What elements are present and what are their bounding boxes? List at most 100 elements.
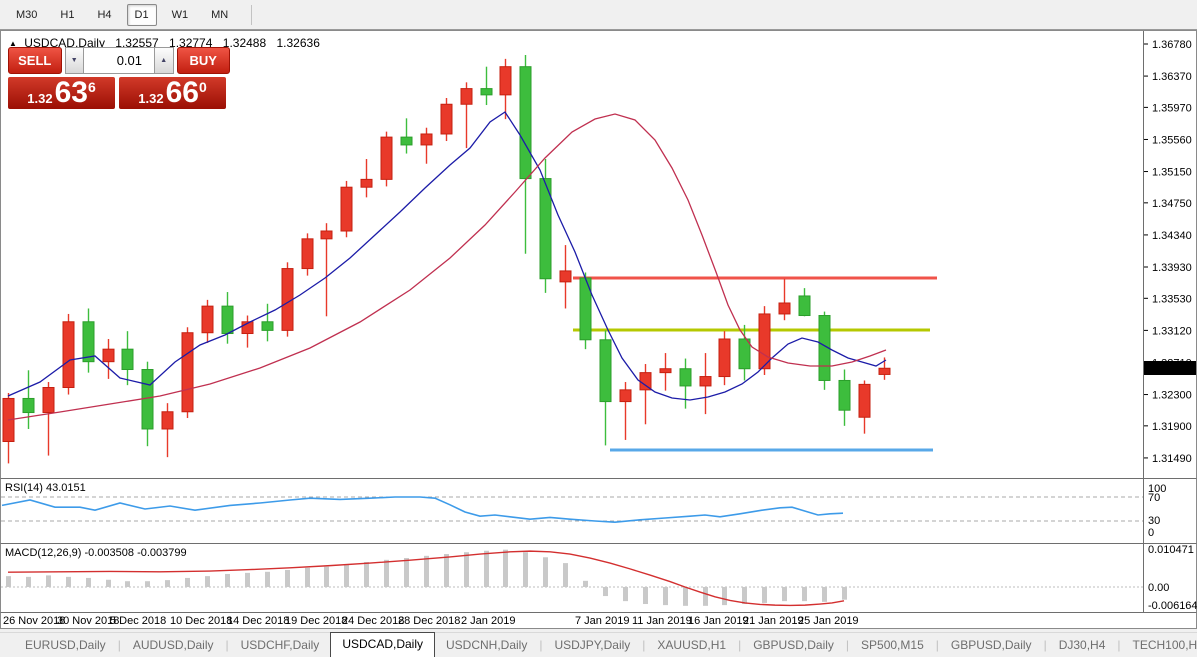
date-axis-label: 30 Nov 2018 [57,615,119,627]
ohlc-close: 1.32636 [276,36,320,50]
sell-price-prefix: 1.32 [27,91,53,106]
candle-body-39 [778,302,791,315]
chart-tab-sp500-m15[interactable]: SP500,M15 [861,638,924,652]
toolbar-separator [251,4,253,25]
price-axis-label: 1.35560 [1152,134,1192,146]
candle-body-33 [659,368,672,374]
date-axis-label: 10 Dec 2018 [170,615,232,627]
sell-price-box[interactable]: 1.32 63 6 [8,77,115,109]
candle-body-9 [181,332,194,413]
chart-tab-usdcad-daily[interactable]: USDCAD,Daily [330,631,435,657]
lot-decrease-button[interactable]: ▼ [64,47,84,74]
candle-body-5 [102,348,115,363]
price-axis-label: 1.33930 [1152,262,1192,274]
ma-fast-line [7,111,887,401]
price-axis-label: 1.34340 [1152,230,1192,242]
candle-body-19 [380,136,393,180]
timeframe-button-h1[interactable]: H1 [60,8,75,21]
tab-separator: | [935,638,939,652]
price-axis-label: 1.34750 [1152,198,1192,210]
macd-scale-label: -0.006164 [1148,600,1197,612]
chart-tab-eurusd-daily[interactable]: EURUSD,Daily [25,638,106,652]
timeframe-button-mn[interactable]: MN [211,8,229,21]
tab-separator: | [642,638,646,652]
chart-tab-tech100-h1[interactable]: TECH100,H1 [1132,638,1197,652]
buy-price-box[interactable]: 1.32 66 0 [119,77,226,109]
date-axis-label: 7 Jan 2019 [575,615,629,627]
macd-indicator-label: MACD(12,26,9) -0.003508 -0.003799 [5,547,187,559]
main-price-panel [2,54,937,464]
macd-signal-line [7,550,845,607]
buy-price-main: 66 [165,76,199,109]
rsi-panel [1,496,1143,524]
chart-tab-dj30-h4[interactable]: DJ30,H4 [1058,638,1106,652]
candle-body-35 [699,376,712,387]
candle-body-17 [340,186,353,232]
chart-tab-xauusd-h1[interactable]: XAUUSD,H1 [657,638,727,652]
candle-body-31 [619,389,632,403]
chart-canvas[interactable]: 1.36780 1.36370 1.35970 1.35560 1.35150 1.347… [0,30,1197,632]
timeframe-toolbar: M30 H1 H4 D1 W1 MN [0,0,1197,30]
timeframe-button-w1[interactable]: W1 [171,8,189,21]
ohlc-high: 1.32774 [169,36,213,50]
timeframe-button-m30[interactable]: M30 [16,8,38,21]
candle-body-23 [460,88,473,105]
chart-tab-usdjpy-daily[interactable]: USDJPY,Daily [554,638,631,652]
rsi-scale-label: 30 [1148,515,1160,527]
rsi-indicator-label: RSI(14) 43.0151 [5,482,86,494]
buy-price-pipette: 0 [198,79,207,95]
one-click-trade-panel: SELL ▼ ▲ BUY 1.32 63 6 1.32 66 0 [8,47,230,109]
candle-body-18 [360,178,373,188]
candle-body-43 [858,383,871,418]
candle-body-10 [201,305,214,334]
price-axis-label: 1.32300 [1152,390,1192,402]
timeframe-button-d1[interactable]: D1 [126,3,157,26]
chart-tab-audusd-daily[interactable]: AUDUSD,Daily [132,638,214,652]
sell-button[interactable]: SELL [8,47,62,74]
lot-size-input[interactable] [84,47,154,74]
candle-body-22 [440,103,453,135]
candle-body-16 [320,230,333,240]
candle-body-24 [480,88,493,96]
ohlc-open: 1.32557 [115,36,159,50]
tab-separator: | [845,638,850,652]
rsi-scale-label: 70 [1148,492,1160,504]
candle-body-20 [400,136,413,146]
price-axis-label: 1.36370 [1152,71,1192,83]
price-axis-label: 1.31900 [1152,421,1192,433]
candle-body-6 [121,348,134,371]
candle-body-11 [221,305,234,335]
candle-body-1 [22,397,35,414]
chart-tab-usdcnh-daily[interactable]: USDCNH,Daily [446,638,528,652]
price-axis-label: 1.31490 [1152,453,1192,465]
timeframe-button-h4[interactable]: H4 [97,8,112,21]
date-axis-label: 2 Jan 2019 [461,615,515,627]
tab-separator: | [1117,638,1121,652]
macd-scale-label: 0.010471 [1148,544,1194,556]
candle-body-34 [679,368,692,387]
candle-body-25 [499,66,512,96]
chart-tab-gbpusd-daily[interactable]: GBPUSD,Daily [753,638,834,652]
sell-price-main: 63 [54,76,88,109]
price-axis-label: 1.35150 [1152,167,1192,179]
price-axis-label: 1.36780 [1152,39,1192,51]
candle-body-8 [161,411,174,430]
lot-increase-button[interactable]: ▲ [154,47,174,74]
tab-separator: | [117,638,121,652]
rsi-scale-label: 0 [1148,527,1154,539]
date-axis-label: 5 Dec 2018 [110,615,166,627]
chart-title: ▲ USDCAD,Daily 1.32557 1.32774 1.32488 1… [9,36,327,50]
rsi-scale-label: 100 [1148,483,1166,495]
candle-body-21 [420,133,433,146]
date-axis-label: 28 Dec 2018 [398,615,460,627]
chart-tab-gbpusd-daily[interactable]: GBPUSD,Daily [950,638,1032,652]
tab-separator: | [738,638,742,652]
date-axis-label: 21 Jan 2019 [743,615,804,627]
candle-body-3 [62,321,75,389]
chart-tab-usdchf-daily[interactable]: USDCHF,Daily [240,638,320,652]
buy-button[interactable]: BUY [176,47,230,74]
candle-body-15 [301,238,314,270]
collapse-chart-icon[interactable]: ▲ [9,39,17,48]
date-axis-label: 19 Dec 2018 [285,615,347,627]
